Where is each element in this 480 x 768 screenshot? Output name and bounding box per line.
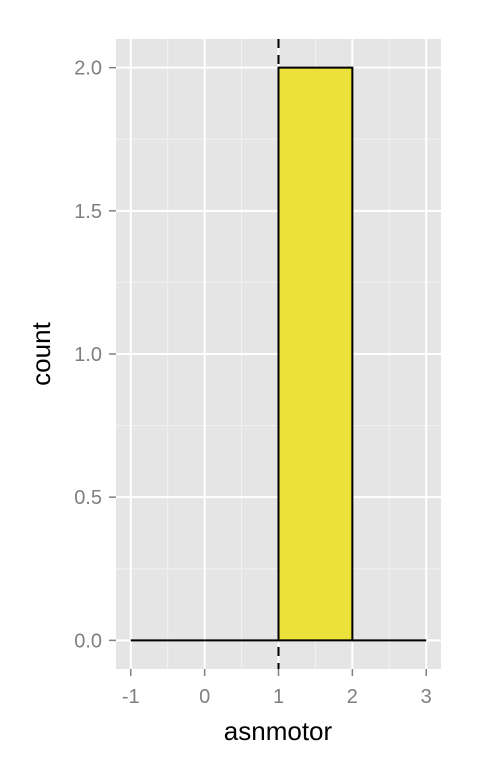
y-tick-label: 1.5 [74, 201, 102, 223]
x-axis-title: asnmotor [224, 716, 333, 746]
x-tick-label: 1 [273, 686, 284, 708]
x-tick-label: 2 [347, 686, 358, 708]
y-tick-label: 0.0 [74, 630, 102, 652]
x-tick-label: 0 [199, 686, 210, 708]
y-tick-label: 1.0 [74, 344, 102, 366]
y-tick-labels: 0.0 0.5 1.0 1.5 2.0 [74, 58, 102, 653]
y-tick-label: 2.0 [74, 58, 102, 80]
histogram-bar [279, 68, 353, 641]
x-tick-label: -1 [122, 686, 140, 708]
y-tick-label: 0.5 [74, 487, 102, 509]
x-tick-labels: -1 0 1 2 3 [122, 686, 432, 708]
y-axis-title: count [26, 321, 56, 385]
x-tick-label: 3 [421, 686, 432, 708]
